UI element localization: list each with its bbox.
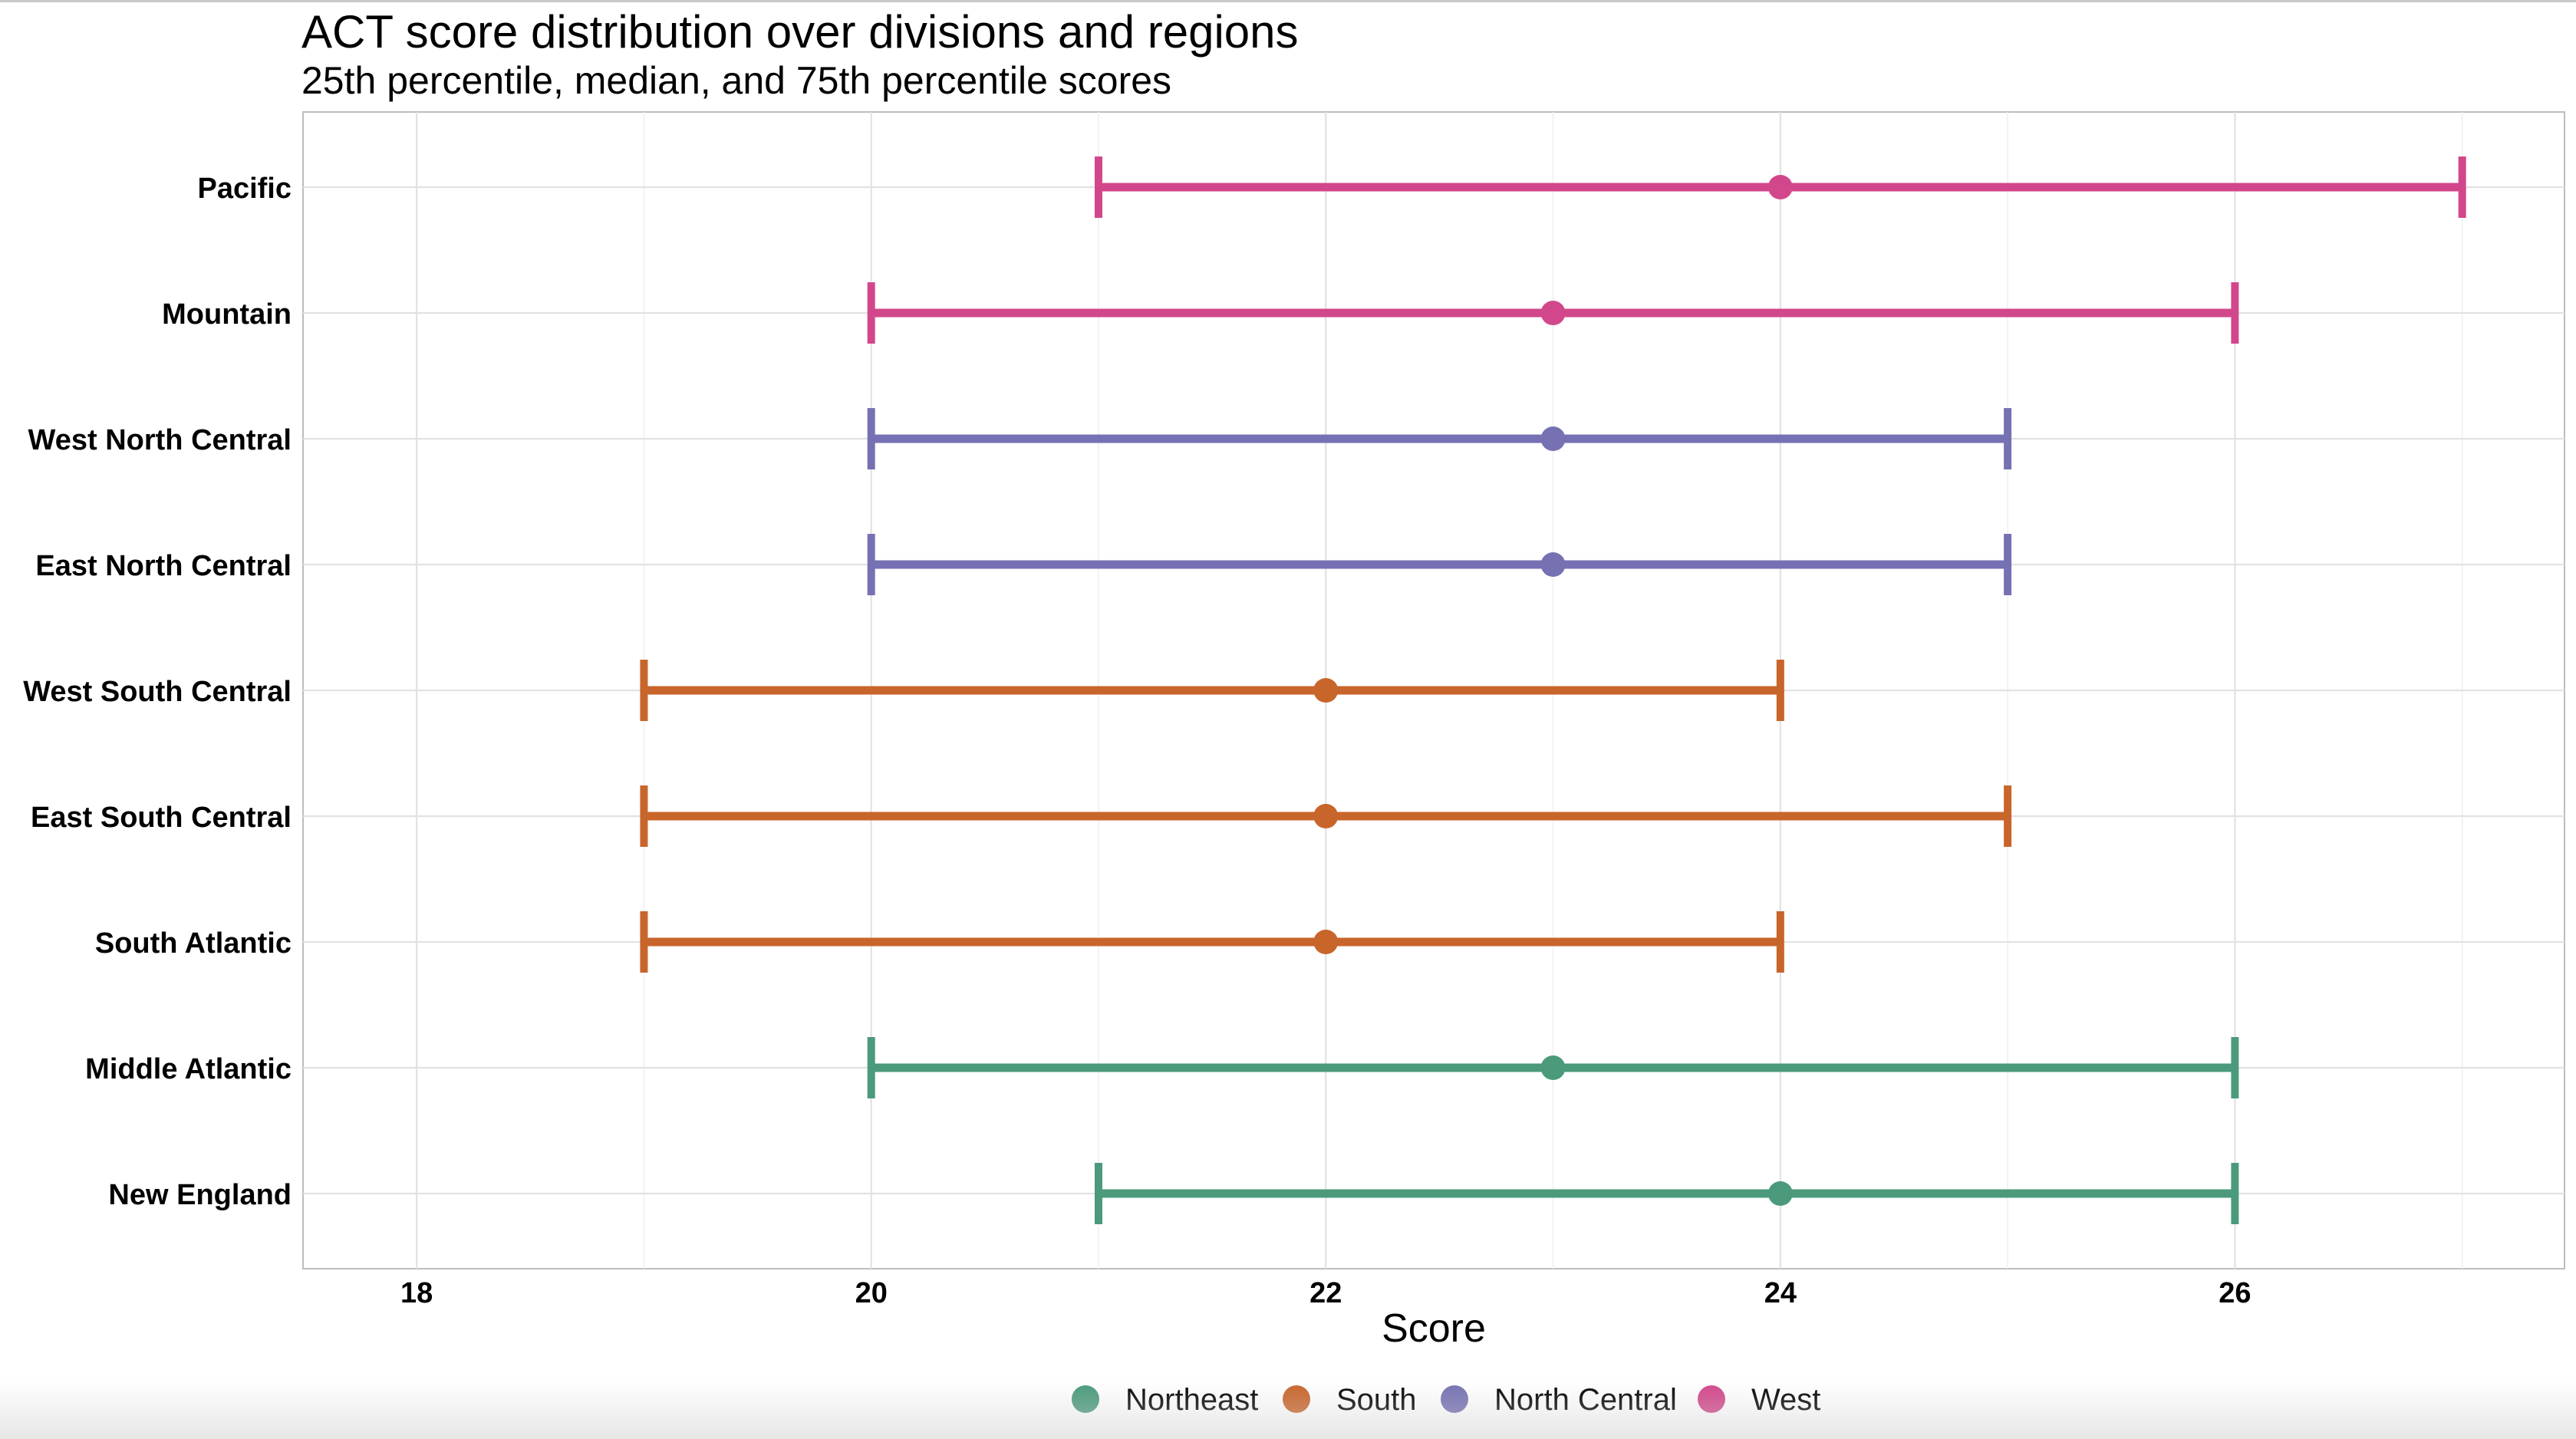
error-bar-new-england — [1094, 1163, 2239, 1224]
x-tick-label: 22 — [1309, 1277, 1342, 1309]
y-tick-label: East North Central — [35, 550, 292, 582]
median-point — [1540, 1055, 1566, 1080]
y-tick-label: Middle Atlantic — [85, 1053, 292, 1085]
x-tick-label: 18 — [400, 1277, 433, 1309]
y-tick-label: West South Central — [23, 676, 292, 708]
y-tick-label: South Atlantic — [95, 927, 292, 960]
median-point — [1540, 552, 1566, 577]
x-axis-tick-labels: 18 20 22 24 26 — [400, 1277, 2252, 1309]
chart-subtitle: 25th percentile, median, and 75th percen… — [301, 59, 1171, 102]
y-tick-label: West North Central — [28, 424, 292, 456]
x-axis-title: Score — [1382, 1306, 1486, 1351]
window-bottom-shadow — [0, 1381, 2576, 1439]
error-bar-west-north-central — [867, 408, 2012, 469]
error-bar-mountain — [867, 282, 2239, 344]
median-point — [1313, 678, 1339, 703]
median-point — [1767, 175, 1793, 199]
chart-title: ACT score distribution over divisions an… — [301, 6, 1299, 58]
error-bars — [640, 156, 2466, 1224]
y-tick-label: Mountain — [162, 298, 292, 331]
x-tick-label: 24 — [1764, 1277, 1797, 1309]
median-point — [1540, 426, 1566, 451]
median-point — [1313, 930, 1339, 954]
y-tick-label: Pacific — [197, 173, 292, 205]
y-tick-label: East South Central — [31, 802, 292, 834]
median-point — [1313, 804, 1339, 828]
y-tick-label: New England — [108, 1179, 292, 1211]
error-bar-pacific — [1094, 156, 2466, 218]
x-tick-label: 20 — [855, 1277, 888, 1309]
error-bar-west-south-central — [640, 660, 1784, 721]
error-bar-middle-atlantic — [867, 1037, 2239, 1098]
median-point — [1767, 1181, 1793, 1206]
window-top-border — [0, 0, 2576, 2]
error-bar-east-south-central — [640, 785, 2012, 847]
error-bar-east-north-central — [867, 534, 2012, 595]
median-point — [1540, 301, 1566, 325]
error-bar-south-atlantic — [640, 911, 1784, 973]
x-tick-label: 26 — [2219, 1277, 2251, 1309]
y-axis-labels: New England Middle Atlantic South Atlantic… — [23, 173, 292, 1211]
